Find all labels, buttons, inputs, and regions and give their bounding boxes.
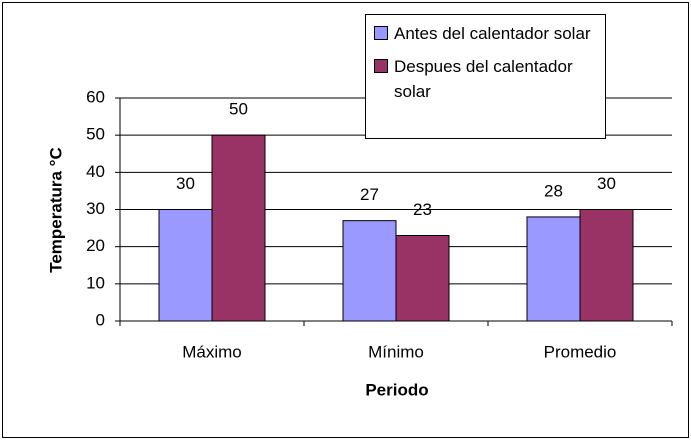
x-tick-label: Promedio: [544, 342, 617, 361]
bar: [158, 209, 213, 322]
legend-swatch: [374, 26, 388, 40]
value-label: 23: [413, 200, 432, 219]
value-label: 27: [360, 185, 379, 204]
legend-swatch: [374, 59, 388, 73]
value-label: 30: [176, 174, 195, 193]
bar: [211, 134, 266, 322]
y-tick-label: 20: [86, 236, 105, 255]
y-tick-label: 50: [86, 125, 105, 144]
legend-label: Antes del calentador solar: [394, 24, 591, 43]
bar: [526, 216, 581, 322]
y-axis-title: Temperatura °C: [46, 147, 65, 273]
y-tick-label: 60: [86, 87, 105, 106]
x-axis-title: Periodo: [365, 380, 428, 399]
bar: [579, 209, 634, 322]
legend-entry: Despues del calentador solar: [374, 54, 599, 104]
legend-entry: Antes del calentador solar: [374, 21, 599, 46]
y-tick-label: 10: [86, 273, 105, 292]
value-label: 50: [229, 100, 248, 119]
value-label: 28: [544, 181, 563, 200]
x-tick-label: Máximo: [182, 342, 242, 361]
y-tick-label: 30: [86, 199, 105, 218]
x-tick-label: Mínimo: [368, 342, 424, 361]
y-tick-label: 40: [86, 162, 105, 181]
value-label: 30: [597, 174, 616, 193]
y-tick-label: 0: [96, 310, 105, 329]
legend: Antes del calentador solar Despues del ca…: [365, 14, 606, 139]
bar: [395, 235, 450, 322]
bar: [342, 220, 397, 322]
legend-label: Despues del calentador solar: [394, 57, 573, 101]
